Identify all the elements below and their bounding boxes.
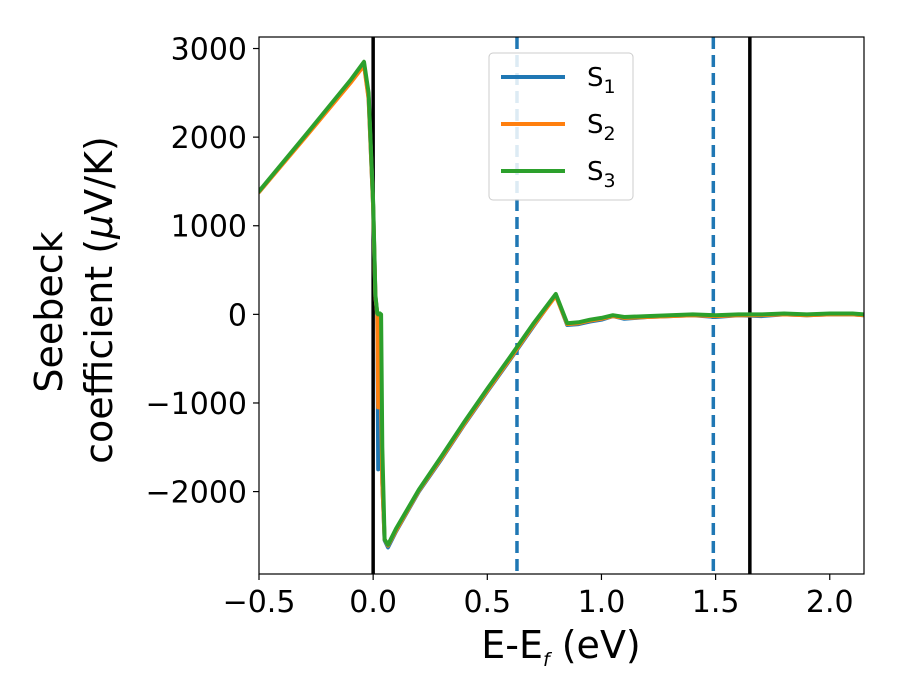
plot-frame [258, 36, 865, 575]
x-axis-title: E-Ef (eV) [481, 623, 641, 671]
y-tick-label: 3000 [171, 33, 247, 68]
legend-label-S1: S1 [587, 63, 616, 98]
x-tick-label: 0.0 [349, 585, 397, 620]
y-axis-title-line1: Seebeck [27, 231, 71, 392]
reference-lines [371, 37, 752, 574]
y-tick-label: −2000 [146, 476, 247, 511]
legend: S1 S2 S3 [488, 52, 634, 201]
series-lines [259, 59, 864, 550]
y-axis-title: Seebeck coefficient (μV/K) [27, 136, 121, 464]
y-axis-title-line2: coefficient (μV/K) [77, 136, 121, 464]
x-tick-label: −0.5 [223, 585, 296, 620]
y-tick-label: 0 [228, 298, 247, 333]
y-axis: −2000 −1000 0 1000 2000 3000 [146, 33, 259, 511]
legend-label-S3: S3 [587, 157, 616, 192]
x-axis: −0.5 0.0 0.5 1.0 1.5 2.0 [223, 574, 854, 620]
y-tick-label: −1000 [146, 387, 247, 422]
x-tick-label: 1.0 [578, 585, 626, 620]
x-tick-label: 0.5 [463, 585, 511, 620]
legend-box [488, 52, 634, 201]
series-line-S3 [259, 59, 864, 547]
y-tick-label: 1000 [171, 210, 247, 245]
y-tick-label: 2000 [171, 121, 247, 156]
x-tick-label: 2.0 [806, 585, 854, 620]
x-tick-label: 1.5 [692, 585, 740, 620]
legend-label-S2: S2 [587, 110, 616, 145]
